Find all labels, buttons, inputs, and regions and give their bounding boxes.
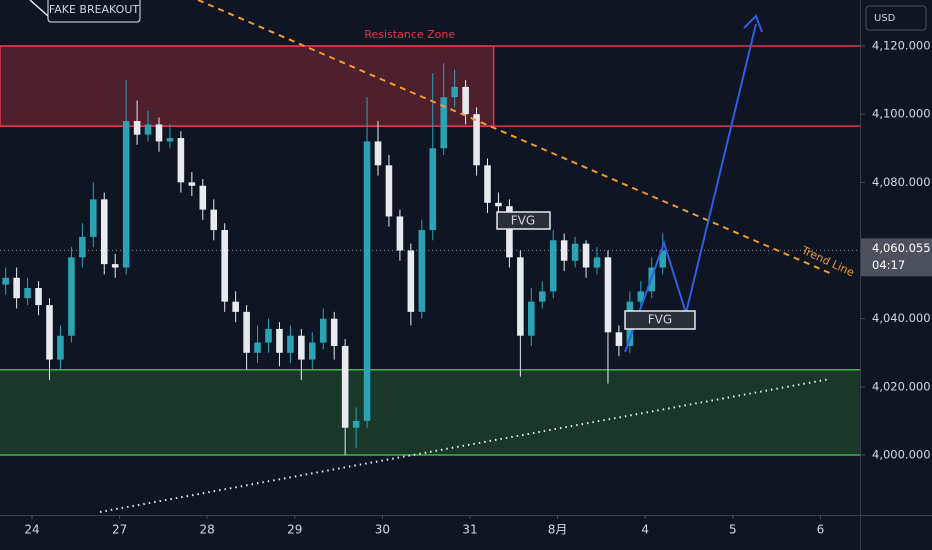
candle-body	[495, 202, 502, 207]
candle-body	[221, 230, 228, 302]
current-price-label: 4,060.055	[872, 241, 931, 255]
countdown-label: 04:17	[872, 258, 905, 272]
candle-body	[24, 288, 31, 299]
trend-line	[197, 0, 833, 275]
candle-body	[309, 342, 316, 360]
resistance-zone	[0, 45, 495, 127]
candle-body	[440, 97, 447, 149]
support-zone	[0, 369, 860, 456]
candle-body	[166, 138, 174, 142]
y-tick-label: 4,040.000	[872, 311, 931, 325]
x-tick-label: 28	[200, 523, 215, 537]
time-axis	[0, 515, 932, 550]
x-tick-label: 8月	[548, 523, 568, 537]
candle-body	[122, 120, 130, 268]
candle-body	[462, 86, 469, 115]
candle-body	[319, 318, 327, 343]
projection-arrowhead	[743, 14, 763, 33]
axis-labels: 4,000.0004,020.0004,040.0004,060.0004,08…	[24, 39, 932, 537]
callout-line	[29, 0, 49, 17]
candle-body	[407, 250, 415, 312]
candle-body	[484, 165, 491, 203]
x-tick-label: 5	[729, 523, 737, 537]
candle-body	[144, 124, 152, 135]
candle-body	[429, 148, 437, 231]
candle-body	[111, 264, 119, 268]
x-tick-label: 27	[112, 523, 127, 537]
x-tick-label: 24	[24, 523, 39, 537]
candle-body	[68, 257, 75, 336]
candle-body	[473, 114, 480, 166]
candle-body	[155, 124, 163, 142]
candle-body	[538, 291, 546, 302]
currency-label[interactable]: USD	[874, 13, 896, 24]
candle-body	[57, 335, 64, 360]
candle-body	[232, 301, 239, 312]
y-tick-label: 4,000.000	[872, 448, 931, 462]
candle-body	[79, 236, 86, 258]
current-price-tag	[861, 238, 932, 277]
candle-body	[604, 257, 612, 333]
candle-body	[13, 277, 20, 299]
candle-body	[341, 345, 349, 428]
fvg-box	[624, 310, 696, 330]
candle-body	[396, 216, 404, 251]
candle-body	[352, 420, 360, 428]
candle-body	[177, 138, 185, 183]
currency-box[interactable]	[865, 5, 927, 31]
candle-body	[517, 257, 524, 336]
fvg-label: FVG	[648, 313, 672, 327]
candle-body	[385, 165, 393, 217]
candle-body	[637, 291, 645, 302]
candle-body	[615, 332, 623, 346]
candle-body	[188, 182, 196, 186]
zones: Resistance Zone	[0, 28, 860, 456]
callout-label: FAKE BREAKOUT	[49, 3, 139, 16]
callout-box	[47, 0, 141, 23]
y-tick-label: 4,020.000	[872, 379, 931, 393]
candle-body	[2, 277, 9, 285]
resistance-label: Resistance Zone	[364, 28, 455, 41]
fvg-label: FVG	[511, 214, 535, 228]
projection-path	[624, 23, 757, 353]
candle-body	[298, 335, 305, 360]
y-tick-label: 4,120.000	[872, 39, 931, 53]
candle-body	[506, 206, 513, 258]
candle-body	[659, 250, 667, 268]
candle-body	[560, 240, 568, 261]
candle-body	[46, 305, 53, 360]
candle-body	[276, 328, 283, 353]
x-tick-label: 6	[817, 523, 825, 537]
candle-body	[330, 318, 338, 346]
candle-body	[287, 335, 294, 353]
candle-body	[243, 311, 250, 353]
candle-body	[363, 141, 371, 421]
candle-body	[549, 240, 557, 292]
candle-body	[582, 243, 590, 268]
y-tick-label: 4,100.000	[872, 107, 931, 121]
y-tick-label: 4,080.000	[872, 175, 931, 189]
candle-body	[35, 288, 42, 306]
candle-body	[210, 209, 218, 231]
x-tick-label: 31	[462, 523, 477, 537]
candle-body	[451, 86, 458, 98]
candle-body	[418, 230, 426, 312]
candle-body	[133, 120, 141, 135]
candle-body	[593, 257, 601, 268]
candle-body	[265, 328, 272, 343]
x-tick-label: 30	[375, 523, 390, 537]
candle-body	[528, 301, 535, 336]
candle-body	[571, 243, 579, 261]
candles	[2, 63, 667, 456]
candle-body	[90, 199, 97, 237]
candle-body	[199, 185, 207, 210]
candle-body	[100, 199, 108, 265]
candle-body	[254, 342, 261, 353]
fvg-box	[496, 211, 551, 230]
x-tick-label: 29	[287, 523, 302, 537]
candle-body	[374, 141, 382, 166]
x-tick-label: 4	[641, 523, 649, 537]
